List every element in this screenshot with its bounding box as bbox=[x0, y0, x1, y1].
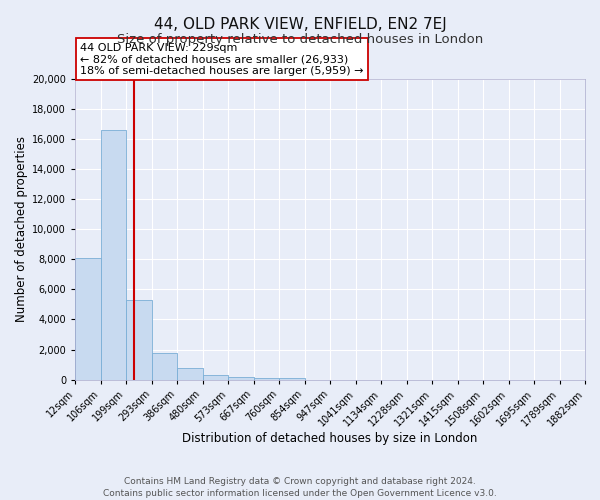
Bar bbox=[101, 130, 126, 380]
Bar bbox=[203, 375, 228, 380]
Bar bbox=[279, 378, 305, 380]
Text: 44 OLD PARK VIEW: 229sqm
← 82% of detached houses are smaller (26,933)
18% of se: 44 OLD PARK VIEW: 229sqm ← 82% of detach… bbox=[80, 43, 364, 76]
Text: 44, OLD PARK VIEW, ENFIELD, EN2 7EJ: 44, OLD PARK VIEW, ENFIELD, EN2 7EJ bbox=[154, 18, 446, 32]
Bar bbox=[254, 378, 279, 380]
Text: Contains HM Land Registry data © Crown copyright and database right 2024.: Contains HM Land Registry data © Crown c… bbox=[124, 478, 476, 486]
Bar bbox=[126, 300, 152, 380]
Bar bbox=[75, 258, 101, 380]
Text: Contains public sector information licensed under the Open Government Licence v3: Contains public sector information licen… bbox=[103, 489, 497, 498]
Text: Size of property relative to detached houses in London: Size of property relative to detached ho… bbox=[117, 32, 483, 46]
Y-axis label: Number of detached properties: Number of detached properties bbox=[15, 136, 28, 322]
Bar bbox=[177, 368, 203, 380]
Bar bbox=[228, 376, 254, 380]
Bar bbox=[152, 354, 177, 380]
X-axis label: Distribution of detached houses by size in London: Distribution of detached houses by size … bbox=[182, 432, 478, 445]
